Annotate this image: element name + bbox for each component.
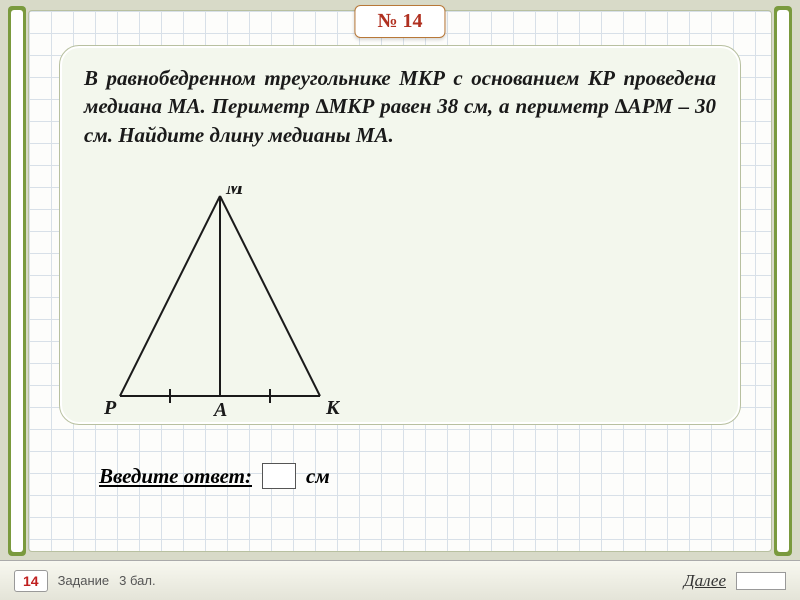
task-label: Задание xyxy=(58,573,110,588)
answer-label: Введите ответ: xyxy=(99,464,252,489)
svg-text:М: М xyxy=(225,186,245,199)
triangle-diagram: М Р К А xyxy=(100,186,340,416)
page: № 14 В равнобедренном треугольнике МКР с… xyxy=(28,10,772,552)
svg-text:А: А xyxy=(212,399,227,416)
binder-left xyxy=(8,6,26,556)
svg-text:К: К xyxy=(325,397,340,416)
svg-text:Р: Р xyxy=(103,397,117,416)
problem-card: В равнобедренном треугольнике МКР с осно… xyxy=(59,45,741,425)
status-bar: 14 Задание 3 бал. Далее xyxy=(0,560,800,600)
binder-right xyxy=(774,6,792,556)
answer-input[interactable] xyxy=(262,463,296,489)
status-extra-box xyxy=(736,572,786,590)
task-points: 3 бал. xyxy=(119,573,155,588)
next-button[interactable]: Далее xyxy=(684,571,726,591)
problem-text: В равнобедренном треугольнике МКР с осно… xyxy=(84,64,716,149)
answer-unit: см xyxy=(306,464,330,489)
answer-row: Введите ответ: см xyxy=(99,463,330,489)
problem-number-badge: № 14 xyxy=(354,5,445,38)
task-number: 14 xyxy=(14,570,48,592)
